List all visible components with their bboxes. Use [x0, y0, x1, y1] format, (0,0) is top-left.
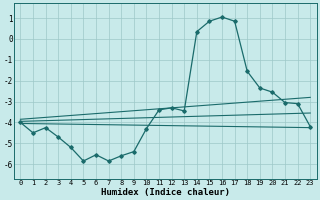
- X-axis label: Humidex (Indice chaleur): Humidex (Indice chaleur): [101, 188, 230, 197]
